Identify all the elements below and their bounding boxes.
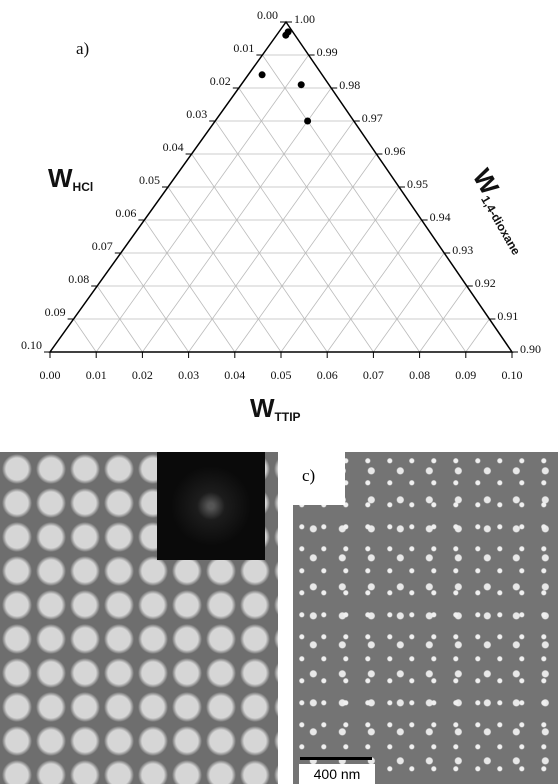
right-tick-label: 0.96 (384, 144, 405, 158)
right-tick-label: 0.99 (317, 45, 338, 59)
right-tick-label: 1.00 (294, 12, 315, 26)
grid-line (373, 253, 444, 352)
grid-line (74, 319, 97, 352)
right-tick-label: 0.98 (339, 78, 360, 92)
grid-line (262, 55, 465, 352)
left-tick-label: 0.07 (92, 239, 113, 253)
data-point (304, 118, 311, 125)
grid-line (121, 253, 189, 352)
left-tick-label: 0.01 (233, 41, 254, 55)
axis-symbol: W (250, 393, 275, 423)
bottom-tick-label: 0.01 (86, 368, 107, 382)
right-tick-label: 0.95 (407, 177, 428, 191)
bottom-tick-label: 0.00 (40, 368, 61, 382)
right-tick-label: 0.92 (475, 276, 496, 290)
grid-line (168, 187, 281, 352)
bottom-tick-label: 0.07 (363, 368, 384, 382)
label-box (293, 452, 345, 505)
grid-line (281, 187, 399, 352)
scale-bar (300, 757, 372, 760)
bottom-tick-label: 0.05 (271, 368, 292, 382)
figure: a) 0.00 0.01 0.02 0.03 0.04 0.05 0.06 0.07 0.08 0… (0, 0, 558, 784)
grid-line (466, 319, 490, 352)
ternary-plot: a) 0.00 0.01 0.02 0.03 0.04 0.05 0.06 0.07 0.08 0… (0, 0, 558, 440)
data-point (298, 81, 305, 88)
panel-label: a) (76, 39, 89, 58)
right-tick-label: 0.90 (520, 342, 541, 356)
right-tick-label: 0.97 (362, 111, 383, 125)
left-tick-label: 0.05 (139, 173, 160, 187)
data-point (282, 32, 289, 39)
bottom-tick-label: 0.10 (502, 368, 523, 382)
left-tick-label: 0.04 (163, 140, 184, 154)
bottom-tick-label: 0.02 (132, 368, 153, 382)
bottom-tick-label: 0.04 (224, 368, 245, 382)
left-tick-label: 0.03 (186, 107, 207, 121)
bottom-tick-label: 0.09 (455, 368, 476, 382)
left-tick-label: 0.09 (45, 305, 66, 319)
axis-subscript: TTIP (275, 410, 301, 424)
right-tick-label: 0.94 (430, 210, 451, 224)
fft-inset (157, 452, 265, 560)
axis-title: W1,4-dioxane (466, 163, 539, 257)
left-tick-label: 0.02 (210, 74, 231, 88)
right-tick-label: 0.93 (452, 243, 473, 257)
left-tick-label: 0.08 (68, 272, 89, 286)
panel-label: c) (302, 466, 315, 486)
axis-subscript: 1,4-dioxane (478, 193, 523, 257)
left-tick-label: 0.06 (115, 206, 136, 220)
axis-title: WTTIP (250, 393, 301, 424)
right-tick-label: 0.91 (497, 309, 518, 323)
axis-subscript: HCl (73, 180, 94, 194)
grid-line (215, 121, 373, 352)
axis-symbol: W (48, 163, 73, 193)
data-point (259, 71, 266, 78)
grid-line (96, 55, 308, 352)
left-tick-label: 0.00 (257, 8, 278, 22)
axis-title: WHCl (48, 163, 93, 194)
scale-label: 400 nm (299, 764, 375, 784)
bottom-tick-label: 0.03 (178, 368, 199, 382)
bottom-tick-label: 0.08 (409, 368, 430, 382)
left-tick-label: 0.10 (21, 338, 42, 352)
bottom-tick-label: 0.06 (317, 368, 338, 382)
grid-line (189, 121, 354, 352)
